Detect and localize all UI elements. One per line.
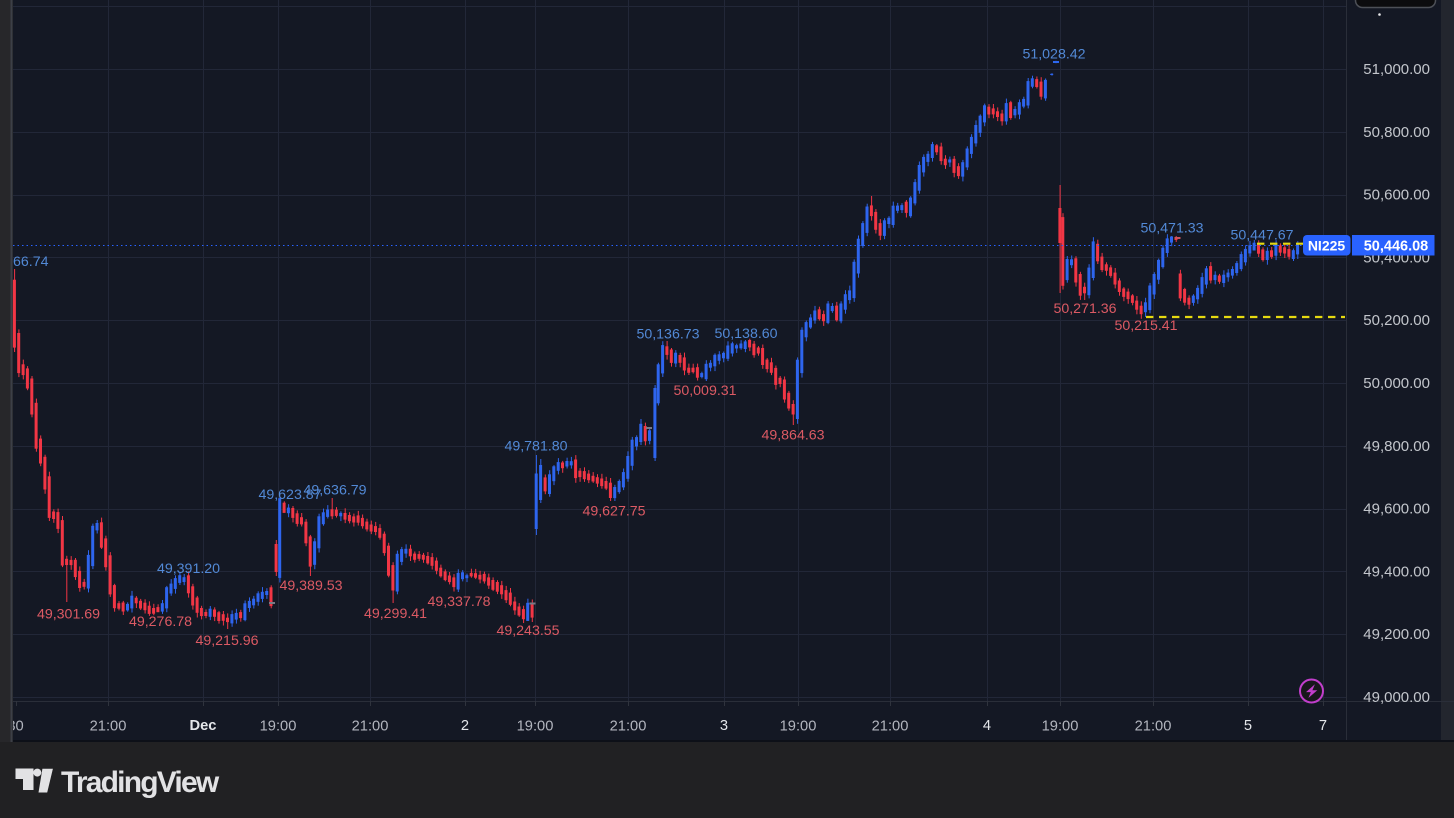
svg-text:49,636.79: 49,636.79	[303, 483, 366, 499]
svg-text:50,200.00: 50,200.00	[1363, 312, 1430, 329]
svg-text:49,389.53: 49,389.53	[279, 578, 342, 594]
svg-text:49,215.96: 49,215.96	[195, 633, 258, 649]
svg-text:21:00: 21:00	[352, 719, 389, 735]
svg-text:49,800.00: 49,800.00	[1363, 438, 1430, 455]
svg-text:51,000.00: 51,000.00	[1363, 61, 1430, 78]
svg-text:19:00: 19:00	[260, 719, 297, 735]
svg-text:50,000.00: 50,000.00	[1363, 375, 1430, 392]
svg-text:49,000.00: 49,000.00	[1363, 689, 1430, 706]
svg-text:49,627.75: 49,627.75	[582, 504, 645, 520]
svg-text:19:00: 19:00	[517, 719, 554, 735]
svg-text:50,447.67: 50,447.67	[1230, 228, 1293, 244]
svg-text:21:00: 21:00	[610, 719, 647, 735]
svg-text:50,215.41: 50,215.41	[1114, 318, 1177, 334]
svg-text:50,600.00: 50,600.00	[1363, 187, 1430, 204]
svg-text:19:00: 19:00	[780, 719, 817, 735]
svg-text:49,276.78: 49,276.78	[129, 614, 192, 630]
svg-text:49,299.41: 49,299.41	[364, 606, 427, 622]
svg-text:21:00: 21:00	[1135, 719, 1172, 735]
svg-text:49,400.00: 49,400.00	[1363, 563, 1430, 580]
svg-text:50,800.00: 50,800.00	[1363, 124, 1430, 141]
svg-text:4: 4	[983, 718, 991, 734]
svg-text:TradingView: TradingView	[61, 766, 220, 799]
svg-text:21:00: 21:00	[90, 719, 127, 735]
svg-text:49,623.87: 49,623.87	[258, 487, 321, 503]
svg-text:50,138.60: 50,138.60	[714, 326, 777, 342]
svg-text:3: 3	[720, 718, 728, 734]
svg-text:50,446.08: 50,446.08	[1364, 239, 1429, 255]
svg-text:50,009.31: 50,009.31	[673, 383, 736, 399]
svg-text:66.74: 66.74	[13, 254, 49, 270]
svg-text:49,243.55: 49,243.55	[496, 623, 559, 639]
svg-text:51,028.42: 51,028.42	[1022, 47, 1085, 63]
svg-text:49,391.20: 49,391.20	[157, 561, 220, 577]
svg-text:NI225: NI225	[1308, 238, 1346, 254]
svg-text:21:00: 21:00	[872, 719, 909, 735]
svg-text:2: 2	[461, 718, 469, 734]
svg-text:Dec: Dec	[190, 718, 217, 734]
svg-text:49,200.00: 49,200.00	[1363, 626, 1430, 643]
svg-text:50,271.36: 50,271.36	[1053, 301, 1116, 317]
svg-text:49,337.78: 49,337.78	[427, 594, 490, 610]
svg-text:19:00: 19:00	[1042, 719, 1079, 735]
svg-text:7: 7	[1319, 718, 1327, 734]
svg-text:50,136.73: 50,136.73	[636, 327, 699, 343]
svg-text:49,301.69: 49,301.69	[37, 607, 100, 623]
svg-text:49,864.63: 49,864.63	[761, 428, 824, 444]
svg-text:5: 5	[1244, 718, 1252, 734]
svg-text:30: 30	[7, 719, 23, 735]
svg-text:50,471.33: 50,471.33	[1140, 221, 1203, 237]
svg-text:49,600.00: 49,600.00	[1363, 501, 1430, 518]
svg-text:49,781.80: 49,781.80	[504, 439, 567, 455]
